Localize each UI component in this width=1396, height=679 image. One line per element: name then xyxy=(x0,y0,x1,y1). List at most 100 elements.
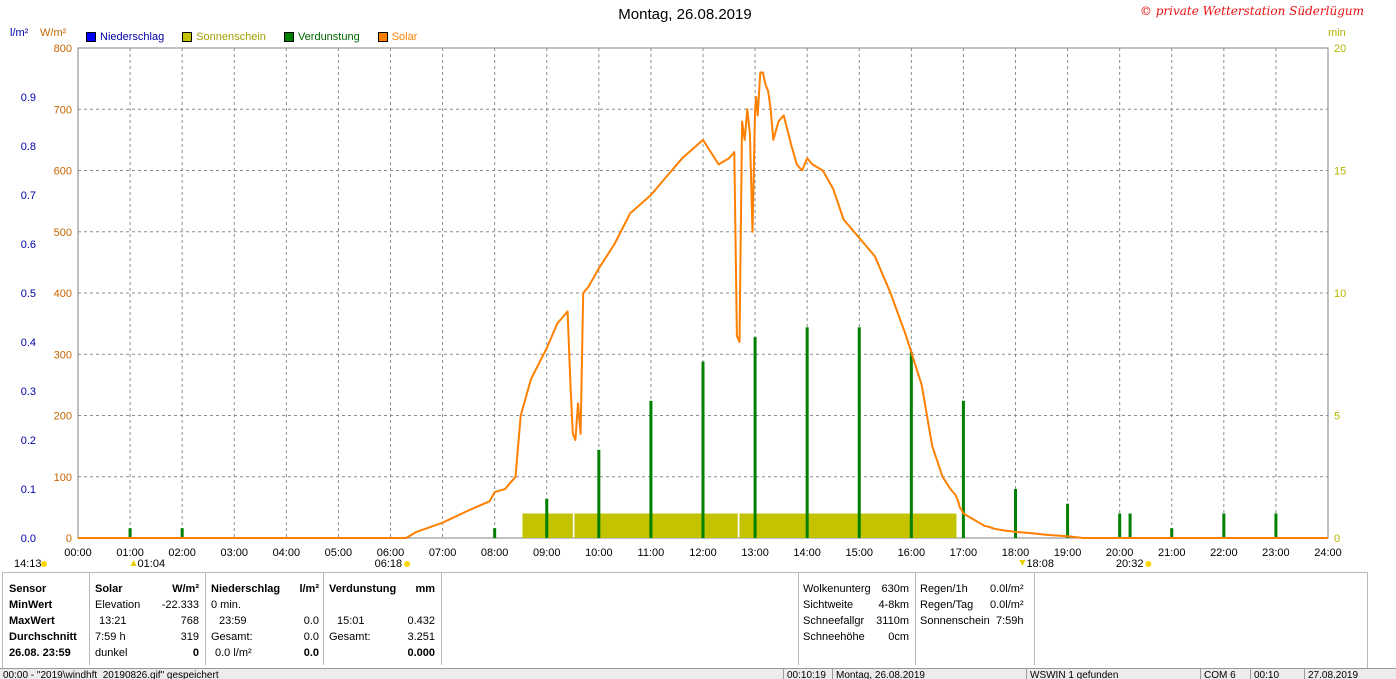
status-date-next: 27.08.2019 xyxy=(1304,669,1396,679)
evaporation-bar xyxy=(961,400,965,538)
moonrise-icon xyxy=(130,560,137,566)
precip-max-value: 0.0 xyxy=(303,615,319,627)
evaporation-bar xyxy=(701,361,705,538)
precip-tick-label: 0.0 xyxy=(21,533,36,545)
sunshine-bar xyxy=(574,513,738,538)
x-tick-label: 22:00 xyxy=(1210,547,1238,559)
daylength-sun-icon xyxy=(41,561,47,567)
precip-tick-label: 0.9 xyxy=(21,92,36,104)
precip-tick-label: 0.1 xyxy=(21,484,36,496)
status-time: 00:10:19 xyxy=(783,669,832,679)
solar-tick-label: 700 xyxy=(54,104,72,116)
evaporation-bar xyxy=(1118,513,1122,538)
evaporation-bar xyxy=(1066,503,1070,538)
x-tick-label: 15:00 xyxy=(845,547,873,559)
precip-current-value: 0.0 xyxy=(303,647,319,659)
stats-col-solar: Solar W/m² Elevation -22.333 13:21 768 7… xyxy=(89,573,206,665)
visibility-label: Sichtweite xyxy=(803,599,854,611)
status-message: 00:00 - "2019\windhft_20190826.gif" gesp… xyxy=(3,670,219,679)
stats-col-rain: Regen/1h 0.0l/m² Regen/Tag 0.0l/m² Sonne… xyxy=(914,573,1035,665)
precip-tick-label: 0.7 xyxy=(21,190,36,202)
minutes-tick-label: 5 xyxy=(1334,411,1340,423)
sunset-icon xyxy=(1145,561,1152,567)
statistics-panel: Sensor MinWert MaxWert Durchschnitt 26.0… xyxy=(2,572,1368,670)
solar-tick-label: 300 xyxy=(54,349,72,361)
durchschnitt-label: Durchschnitt xyxy=(9,631,77,643)
solar-tick-label: 400 xyxy=(54,288,72,300)
status-device: WSWIN 1 gefunden xyxy=(1026,669,1200,679)
cloud-base-value: 630m xyxy=(881,583,909,595)
precip-unit-label: l/m² xyxy=(10,27,29,39)
x-tick-label: 11:00 xyxy=(638,547,665,559)
x-tick-label: 21:00 xyxy=(1158,547,1186,559)
legend-swatch-solar xyxy=(377,32,388,42)
solar-min-label: Elevation xyxy=(95,599,141,611)
x-tick-label: 13:00 xyxy=(741,547,769,559)
solar-unit: W/m² xyxy=(172,583,199,595)
x-tick-label: 03:00 xyxy=(220,547,248,559)
x-tick-label: 06:00 xyxy=(377,547,405,559)
rain-day-label: Regen/Tag xyxy=(920,599,974,611)
evaporation-bar xyxy=(857,327,861,538)
x-tick-label: 18:00 xyxy=(1002,547,1030,559)
evap-total-value: 3.251 xyxy=(407,631,435,643)
sunrise-label: 06:18 xyxy=(375,558,403,570)
evap-header: Verdunstung xyxy=(329,583,397,595)
precip-current-label: 0.0 l/m² xyxy=(215,647,252,659)
solar-min-value: -22.333 xyxy=(161,599,199,611)
legend-swatch-niederschlag xyxy=(86,32,96,42)
sunrise-icon xyxy=(404,561,411,567)
minutes-unit-label: min xyxy=(1328,27,1346,39)
evaporation-bar xyxy=(1014,489,1017,538)
x-tick-label: 23:00 xyxy=(1262,547,1290,559)
solar-tick-label: 0 xyxy=(66,533,72,545)
sensor-header: Sensor xyxy=(9,583,47,595)
evap-total-label: Gesamt: xyxy=(329,631,371,643)
chart-title: Montag, 26.08.2019 xyxy=(618,6,752,23)
evaporation-bar xyxy=(805,327,809,538)
evaporation-bar xyxy=(1222,513,1226,538)
legend-label-solar: Solar xyxy=(391,31,418,43)
legend-label-sonnenschein: Sonnenschein xyxy=(196,31,266,43)
minutes-tick-label: 15 xyxy=(1334,166,1346,178)
solar-tick-label: 200 xyxy=(54,411,72,423)
x-tick-label: 12:00 xyxy=(689,547,717,559)
evap-current-value: 0.000 xyxy=(407,647,435,659)
precip-tick-label: 0.4 xyxy=(21,337,36,349)
snowline-value: 3110m xyxy=(876,615,909,627)
evaporation-bar xyxy=(1274,513,1278,538)
evaporation-bar xyxy=(597,449,601,538)
minwert-label: MinWert xyxy=(9,599,53,611)
x-tick-label: 10:00 xyxy=(585,547,613,559)
snow-depth-value: 0cm xyxy=(888,631,909,643)
evaporation-bar xyxy=(1128,513,1132,538)
solar-max-value: 768 xyxy=(180,615,199,627)
solar-tick-label: 100 xyxy=(54,472,72,484)
evaporation-bar xyxy=(180,528,184,538)
solar-unit-label: W/m² xyxy=(40,27,67,39)
precip-tick-label: 0.6 xyxy=(21,239,36,251)
evaporation-bar xyxy=(1170,528,1174,538)
status-clock: 00:10 xyxy=(1250,669,1304,679)
stats-col-clouds: Wolkenunterg 630m Sichtweite 4-8km Schne… xyxy=(798,573,916,665)
x-tick-label: 24:00 xyxy=(1314,547,1342,559)
daylength-label: 14:13 xyxy=(14,558,42,570)
legend-label-verdunstung: Verdunstung xyxy=(297,31,360,43)
minutes-tick-label: 20 xyxy=(1334,43,1346,55)
x-tick-label: 08:00 xyxy=(481,547,509,559)
x-tick-label: 01:00 xyxy=(116,547,144,559)
precip-total-value: 0.0 xyxy=(303,631,319,643)
solar-line xyxy=(78,71,1328,539)
solar-tick-label: 600 xyxy=(54,166,72,178)
rain-day-value: 0.0l/m² xyxy=(990,599,1024,611)
chart-canvas: 00:00 01:00 02:00 03:00 04:00 05:00 06:00 07:00… xyxy=(14,43,1346,570)
evaporation-bar xyxy=(493,528,497,538)
solar-max-time: 13:21 xyxy=(99,615,127,627)
stats-col-verdunstung: Verdunstung mm 15:01 0.432 Gesamt: 3.251… xyxy=(323,573,442,665)
stats-col-niederschlag: Niederschlag l/m² 0 min. 23:59 0.0 Gesam… xyxy=(205,573,324,665)
stats-col-sensor: Sensor MinWert MaxWert Durchschnitt 26.0… xyxy=(3,573,90,665)
maxwert-label: MaxWert xyxy=(9,615,55,627)
precip-tick-label: 0.2 xyxy=(21,435,36,447)
evaporation-bar xyxy=(753,337,757,538)
precip-tick-label: 0.3 xyxy=(21,386,36,398)
